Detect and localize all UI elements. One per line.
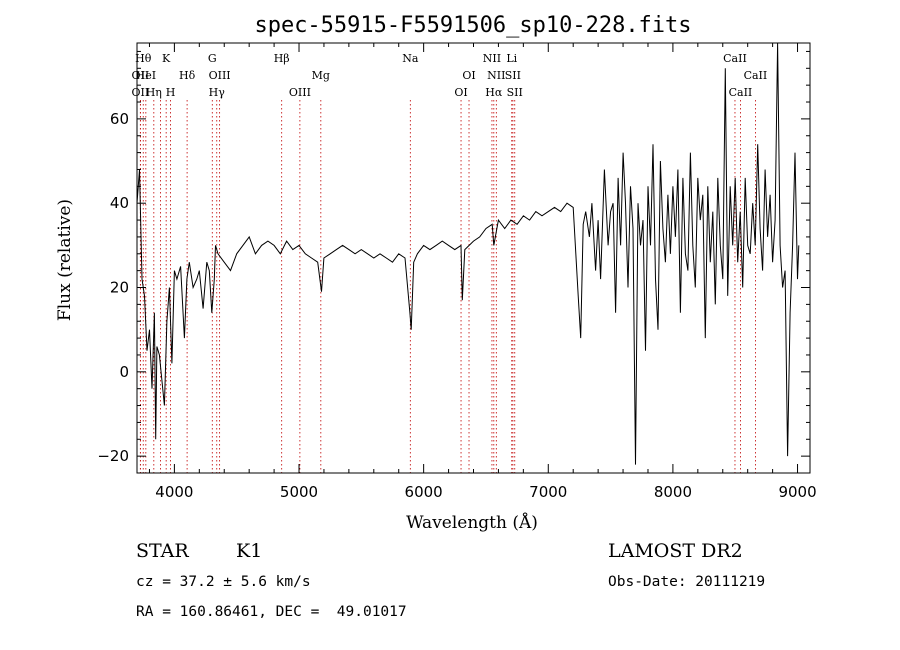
y-tick-label: 40 (110, 194, 129, 212)
spectral-line-label: NII (483, 52, 501, 65)
axis-ticks: 4000 5000 6000 7000 8000 9000 −20 0 20 40 60 (97, 43, 817, 501)
spectral-line-label: CaII (729, 86, 753, 99)
spectral-line-label: SII (507, 86, 523, 99)
spectral-line-label: Li (506, 52, 517, 65)
spectral-line-label: Hγ (209, 86, 226, 99)
spectral-line-label: Hη (146, 86, 162, 99)
spectral-line-label: Na (402, 52, 419, 65)
spectral-line-label: Hα (485, 86, 503, 99)
y-tick-label: 20 (110, 279, 129, 297)
y-tick-label: 0 (119, 363, 129, 381)
x-tick-label: 8000 (654, 483, 692, 501)
object-class: STAR (136, 540, 189, 562)
ra-dec-coordinates: RA = 160.86461, DEC = 49.01017 (136, 604, 407, 620)
x-axis-label: Wavelength (Å) (406, 512, 538, 533)
x-tick-label: 6000 (405, 483, 443, 501)
spectral-line-label: NII (487, 69, 505, 82)
object-subclass: K1 (236, 540, 263, 562)
spectral-line-label: OIII (289, 86, 311, 99)
spectral-line-label: CaII (744, 69, 768, 82)
spectral-line-label: OI (454, 86, 467, 99)
spectral-line-label: HeI (136, 69, 156, 82)
x-tick-label: 7000 (529, 483, 567, 501)
spectral-line-label: Hβ (274, 52, 290, 65)
spectral-line-label: OII (132, 86, 150, 99)
spectral-line-markers: HθOIIOIIHeIHηKHHδGHγOIIIHβOIIIMgNaOIOINI… (132, 52, 768, 473)
spectral-line-label: OIII (209, 69, 231, 82)
spectral-line-label: OI (462, 69, 475, 82)
y-axis-label: Flux (relative) (55, 199, 75, 321)
spectral-line-label: OII (132, 69, 150, 82)
spectral-line-label: H (166, 86, 176, 99)
plot-axes (136, 42, 811, 474)
spectral-line-label: Hδ (179, 69, 196, 82)
plot-frame (136, 42, 811, 474)
observation-date: Obs-Date: 20111219 (608, 574, 766, 590)
spectral-line-label: Hθ (135, 52, 152, 65)
spectral-line-label: G (208, 52, 217, 65)
chart-title: spec-55915-F5591506_sp10-228.fits (254, 13, 691, 38)
spectral-line-label: Mg (312, 69, 330, 82)
x-tick-label: 9000 (778, 483, 816, 501)
spectral-line-label: CaII (723, 52, 747, 65)
y-tick-label: 60 (110, 110, 129, 128)
x-tick-label: 5000 (280, 483, 318, 501)
redshift-velocity: cz = 37.2 ± 5.6 km/s (136, 574, 311, 590)
survey-name: LAMOST DR2 (608, 540, 743, 562)
y-tick-label: −20 (97, 447, 129, 465)
x-tick-label: 4000 (155, 483, 193, 501)
spectral-line-label: K (162, 52, 171, 65)
spectral-line-label: SII (505, 69, 521, 82)
spectrum-line (136, 42, 800, 465)
